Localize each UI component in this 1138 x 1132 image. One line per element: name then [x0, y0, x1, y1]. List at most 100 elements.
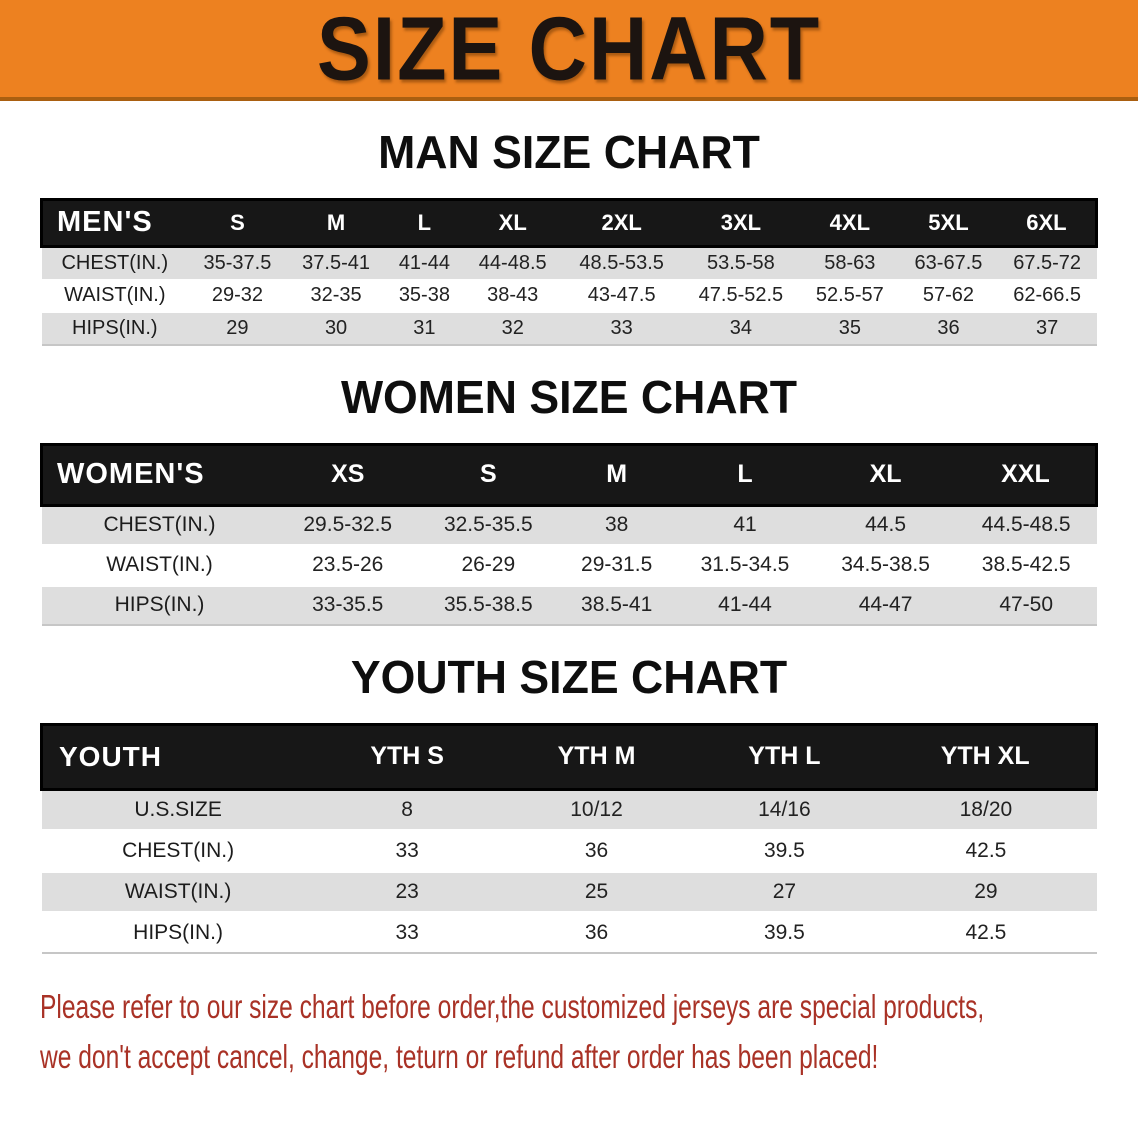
- section-heading-youth: YOUTH SIZE CHART: [350, 651, 788, 704]
- column-header: L: [385, 197, 464, 248]
- table-row: CHEST(IN.) 35-37.5 37.5-41 41-44 44-48.5 48.5…: [41, 246, 1097, 280]
- row-label: CHEST(IN.): [122, 838, 235, 862]
- size-cell: 31.5-34.5: [700, 553, 790, 577]
- size-cell: 39.5: [763, 838, 805, 862]
- size-cell: 25: [584, 879, 609, 903]
- row-label: WAIST(IN.): [64, 284, 166, 307]
- header-row: YOUTH YTH S YTH M YTH L YTH XL: [39, 722, 1099, 791]
- size-cell: 58-63: [824, 251, 876, 274]
- size-cell: 39.5: [763, 921, 805, 945]
- size-cell: 42.5: [965, 838, 1007, 862]
- table-row: WAIST(IN.) 29-32 32-35 35-38 38-43 43-47.5 47.…: [41, 279, 1097, 312]
- size-cell: 33: [395, 921, 419, 945]
- column-header: YTH XL: [875, 722, 1099, 791]
- size-cell: 62-66.5: [1013, 284, 1082, 307]
- table-corner-label: YOUTH: [39, 722, 315, 791]
- disclaimer-note: Please refer to our size chart before or…: [40, 982, 1138, 1082]
- table-corner-label: WOMEN'S: [40, 442, 278, 507]
- page-title: SIZE CHART: [316, 0, 822, 99]
- size-cell: 41-44: [718, 593, 772, 617]
- mens-size-table: MEN'S S M L XL 2XL 3XL 4XL 5XL 6XL CHEST(IN.) 35-37…: [40, 197, 1098, 347]
- column-header: 5XL: [899, 197, 998, 248]
- mens-table-head: MEN'S S M L XL 2XL 3XL 4XL 5XL 6XL: [40, 197, 1098, 248]
- size-cell: 29: [226, 316, 249, 339]
- column-header: XL: [815, 442, 956, 507]
- size-cell: 36: [584, 838, 609, 862]
- table-row: U.S.SIZE 8 10/12 14/16 18/20: [41, 789, 1097, 831]
- row-label: HIPS(IN.): [72, 316, 158, 339]
- table-row: CHEST(IN.) 33 36 39.5 42.5: [41, 830, 1097, 871]
- header-row: WOMEN'S XS S M L XL XXL: [40, 442, 1098, 507]
- column-header: YTH L: [693, 722, 876, 791]
- size-cell: 47-50: [999, 593, 1054, 617]
- column-header: 3XL: [681, 197, 801, 248]
- table-corner-label: MEN'S: [40, 197, 189, 248]
- column-header: YTH S: [314, 722, 500, 791]
- size-cell: 18/20: [959, 797, 1013, 821]
- column-header: YTH M: [499, 722, 694, 791]
- youth-table-head: YOUTH YTH S YTH M YTH L YTH XL: [39, 722, 1099, 791]
- size-cell: 34: [729, 316, 753, 339]
- size-cell: 32-35: [310, 284, 362, 307]
- table-row: WAIST(IN.) 23 25 27 29: [41, 871, 1097, 913]
- size-cell: 31: [413, 316, 436, 339]
- column-header: XL: [463, 197, 563, 248]
- size-cell: 10/12: [570, 797, 623, 821]
- youth-table-body: U.S.SIZE 8 10/12 14/16 18/20 CHEST(IN.) 33 36 39…: [41, 789, 1097, 953]
- size-section-womens: WOMEN SIZE CHART WOMEN'S XS S M L XL XXL CHEST(I…: [0, 346, 1138, 627]
- mens-table-body: CHEST(IN.) 35-37.5 37.5-41 41-44 44-48.5 48.5…: [41, 246, 1097, 346]
- youth-size-table: YOUTH YTH S YTH M YTH L YTH XL U.S.SIZE 8 10/12…: [39, 722, 1099, 955]
- column-header: 4XL: [800, 197, 900, 248]
- size-cell: 23.5-26: [312, 553, 384, 577]
- size-cell: 44.5: [865, 513, 906, 537]
- size-cell: 29-32: [211, 284, 263, 307]
- row-label: WAIST(IN.): [124, 879, 232, 903]
- row-label: CHEST(IN.): [61, 251, 169, 274]
- size-cell: 52.5-57: [815, 284, 884, 307]
- size-cell: 38.5-42.5: [981, 553, 1071, 577]
- table-row: HIPS(IN.) 33-35.5 35.5-38.5 38.5-41 41-44 44-…: [41, 585, 1097, 626]
- size-cell: 44.5-48.5: [981, 513, 1071, 537]
- size-cell: 8: [401, 797, 413, 821]
- size-section-mens: MAN SIZE CHART MEN'S S M L XL 2XL 3XL 4XL 5XL 6XL C…: [0, 101, 1138, 347]
- banner: SIZE CHART: [0, 0, 1138, 101]
- table-row: HIPS(IN.) 33 36 39.5 42.5: [41, 912, 1097, 953]
- table-row: WAIST(IN.) 23.5-26 26-29 29-31.5 31.5-34.5 34…: [41, 545, 1097, 585]
- size-cell: 41: [733, 513, 757, 537]
- column-header: L: [674, 442, 816, 507]
- column-header: S: [418, 442, 559, 507]
- size-cell: 29: [974, 879, 998, 903]
- column-header: XS: [277, 442, 419, 507]
- size-cell: 35-37.5: [203, 251, 272, 274]
- size-cell: 67.5-72: [1013, 251, 1082, 274]
- size-cell: 36: [937, 316, 960, 339]
- disclaimer-line-2: we don't accept cancel, change, teturn o…: [40, 1038, 879, 1076]
- size-cell: 41-44: [398, 251, 450, 274]
- size-cell: 23: [395, 879, 419, 903]
- row-label: HIPS(IN.): [114, 593, 205, 617]
- sections: MAN SIZE CHART MEN'S S M L XL 2XL 3XL 4XL 5XL 6XL C…: [0, 101, 1138, 955]
- size-cell: 44-47: [858, 593, 913, 617]
- column-header: S: [188, 197, 287, 248]
- header-row: MEN'S S M L XL 2XL 3XL 4XL 5XL 6XL: [40, 197, 1098, 248]
- size-cell: 38.5-41: [581, 593, 653, 617]
- size-cell: 47.5-52.5: [698, 284, 784, 307]
- size-cell: 48.5-53.5: [579, 251, 664, 274]
- section-heading-mens: MAN SIZE CHART: [378, 126, 760, 178]
- size-cell: 36: [584, 921, 609, 945]
- size-cell: 57-62: [922, 284, 975, 307]
- size-cell: 33: [395, 838, 419, 862]
- size-cell: 33: [610, 316, 633, 339]
- row-label: CHEST(IN.): [103, 513, 216, 537]
- section-heading-womens: WOMEN SIZE CHART: [340, 371, 798, 424]
- size-cell: 38-43: [487, 284, 539, 307]
- column-header: 6XL: [997, 197, 1098, 248]
- disclaimer-line-1: Please refer to our size chart before or…: [40, 988, 985, 1026]
- size-cell: 37.5-41: [302, 251, 370, 274]
- size-cell: 35.5-38.5: [443, 593, 533, 617]
- row-label: HIPS(IN.): [133, 921, 223, 945]
- size-cell: 27: [772, 879, 797, 903]
- size-cell: 29-31.5: [581, 553, 653, 577]
- size-cell: 42.5: [965, 921, 1007, 945]
- size-cell: 63-67.5: [914, 251, 983, 274]
